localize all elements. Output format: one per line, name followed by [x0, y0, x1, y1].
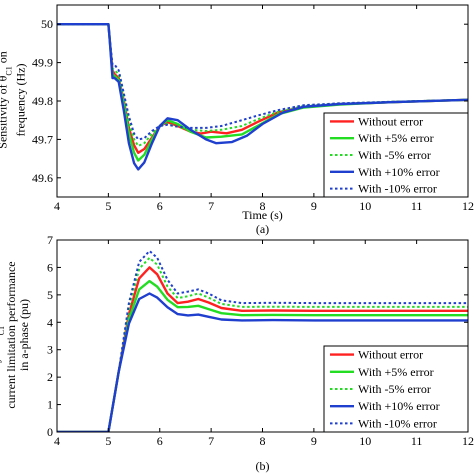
series-line-4	[57, 23, 468, 171]
y-tick-label: 5	[47, 288, 53, 302]
x-tick-label: 7	[208, 199, 214, 213]
legend-label-1: Without error	[358, 348, 423, 362]
panel-caption: (a)	[256, 222, 269, 236]
x-tick-label: 11	[411, 434, 423, 448]
y-tick-label: 6	[47, 260, 53, 274]
series-line-5	[57, 250, 468, 432]
series-line-3	[57, 23, 468, 147]
y-tick-label: 49.9	[32, 56, 53, 70]
chart-panel-1: 4 5 6 7 8 9 10 11 12 49.6 49.7 49.8 49.9 50 Sensitivit…	[0, 4, 474, 236]
series-group	[57, 250, 468, 432]
y-axis-label: Sensitivity of θC1 onfrequency (Hz)	[0, 51, 28, 148]
y-tick-label: 49.8	[32, 94, 53, 108]
y-tick-label: 50	[41, 17, 53, 31]
legend-label-2: With +5% error	[358, 131, 434, 145]
legend-label-4: With +10% error	[358, 165, 440, 179]
legend-label-4: With +10% error	[358, 399, 440, 413]
legend-label-5: With -10% error	[358, 416, 437, 430]
series-line-4	[57, 292, 468, 432]
x-tick-label: 12	[462, 434, 474, 448]
legend-label-3: With -5% error	[358, 382, 431, 396]
x-tick-label: 9	[311, 199, 317, 213]
legend-box	[323, 112, 469, 198]
panel-caption: (b)	[256, 459, 270, 473]
x-tick-label: 10	[359, 434, 371, 448]
x-axis-label: Time (s)	[242, 208, 283, 222]
y-tick-label: 3	[47, 343, 53, 357]
legend-label-1: Without error	[358, 114, 423, 128]
y-tick-label: 2	[47, 370, 53, 384]
x-tick-label: 7	[208, 434, 214, 448]
x-tick-label: 4	[54, 434, 60, 448]
y-tick-label: 0	[47, 425, 53, 439]
x-tick-label: 8	[260, 434, 266, 448]
x-tick-label: 4	[54, 199, 60, 213]
y-tick-label: 1	[47, 398, 53, 412]
legend-label-3: With -5% error	[358, 148, 431, 162]
legend-label-2: With +5% error	[358, 365, 434, 379]
y-tick-label: 7	[47, 233, 53, 247]
y-tick-label: 49.6	[32, 171, 53, 185]
x-tick-label: 12	[462, 199, 474, 213]
y-tick-label: 4	[47, 315, 53, 329]
x-tick-label: 9	[311, 434, 317, 448]
x-tick-label: 8	[260, 199, 266, 213]
x-tick-label: 5	[105, 434, 111, 448]
y-tick-label: 49.7	[32, 132, 53, 146]
series-line-5	[57, 23, 468, 141]
legend-box	[323, 345, 469, 433]
y-axis-label: Sensitivity of θC1 on total faultcurrent…	[0, 261, 31, 409]
x-tick-label: 5	[105, 199, 111, 213]
legend: Without error With +5% error With -5% erro…	[323, 345, 469, 433]
x-tick-label: 6	[157, 434, 163, 448]
legend-label-5: With -10% error	[358, 182, 437, 196]
x-tick-label: 6	[157, 199, 163, 213]
x-tick-label: 10	[359, 199, 371, 213]
x-tick-label: 11	[411, 199, 423, 213]
legend: Without error With +5% error With -5% erro…	[323, 112, 469, 198]
series-group	[57, 23, 468, 171]
